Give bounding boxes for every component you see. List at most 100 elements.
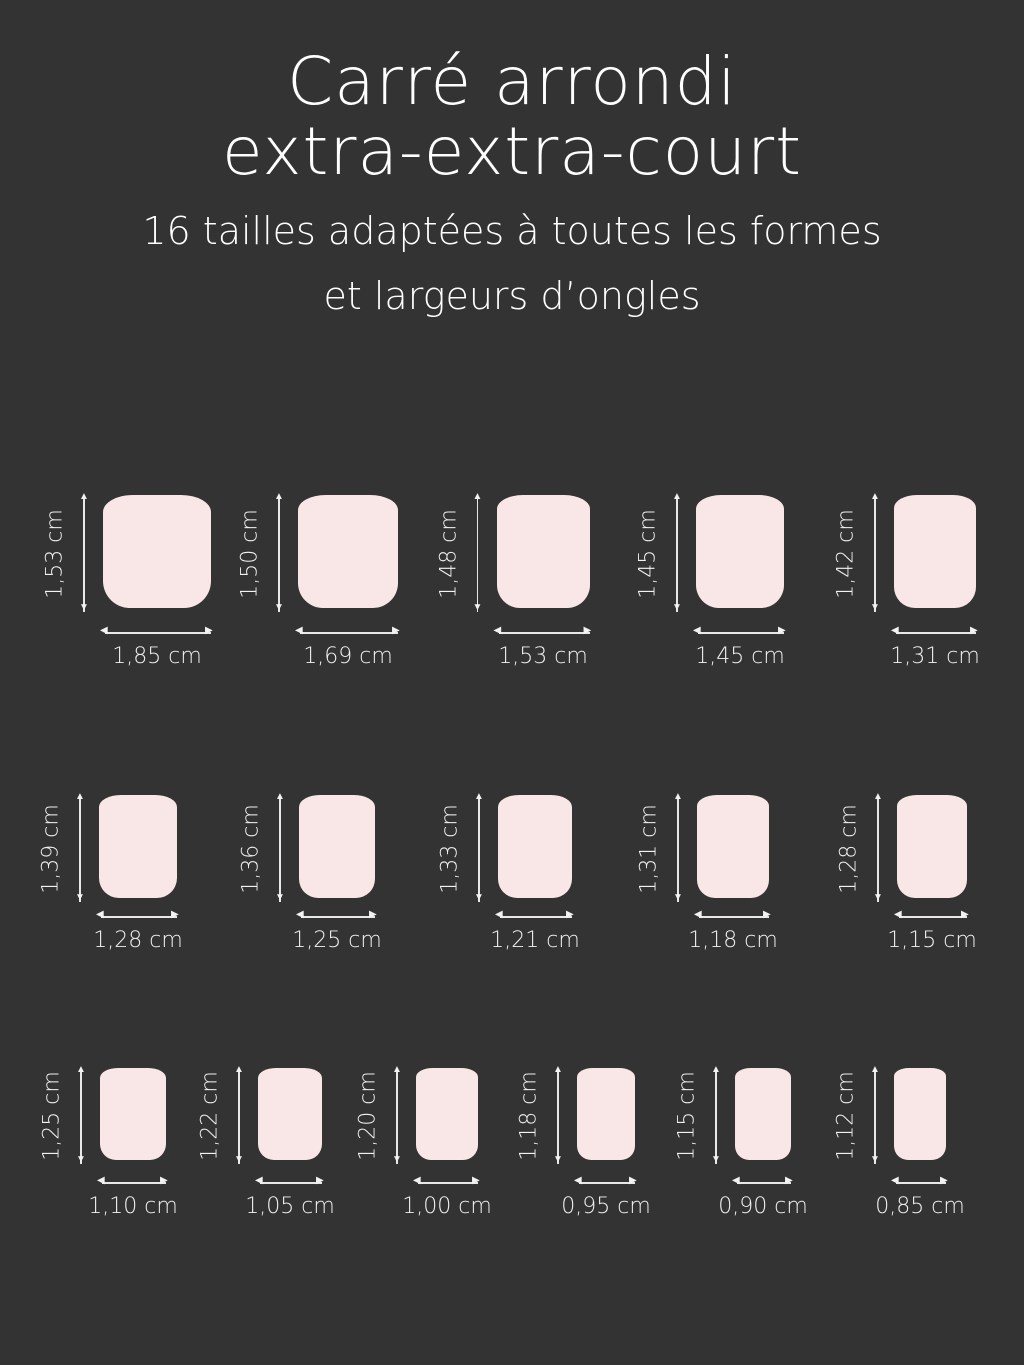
height-arrow: [676, 499, 678, 612]
height-arrow: [478, 799, 480, 902]
height-arrow: [278, 499, 280, 612]
height-arrow: [874, 499, 876, 612]
height-arrow: [80, 1072, 82, 1164]
arrow-head-icon: ▶: [160, 1175, 168, 1186]
nail-shape: [894, 495, 976, 608]
arrow-head-icon: ◀: [296, 909, 304, 920]
arrow-head-icon: ▲: [711, 1064, 721, 1075]
width-label: 0,90 cm: [718, 1194, 808, 1219]
arrow-head-icon: ▲: [870, 491, 880, 502]
title-line-1: Carré arrondi: [287, 43, 737, 120]
arrow-head-icon: ▼: [274, 602, 284, 613]
height-label: 1,31 cm: [636, 803, 662, 894]
width-arrow: [698, 632, 784, 634]
height-label: 1,48 cm: [436, 508, 461, 599]
nail-shape: [577, 1068, 635, 1160]
nail-shape: [416, 1068, 478, 1160]
arrow-head-icon: ▶: [583, 625, 592, 636]
arrow-head-icon: ▼: [870, 602, 880, 613]
width-label: 1,15 cm: [887, 928, 977, 953]
width-arrow: [896, 1182, 946, 1184]
arrow-head-icon: ▼: [472, 602, 483, 613]
arrow-head-icon: ▲: [275, 791, 285, 802]
width-arrow: [102, 1182, 166, 1184]
width-label: 1,85 cm: [112, 644, 202, 669]
width-label: 1,31 cm: [890, 644, 980, 669]
arrow-head-icon: ▲: [474, 791, 484, 802]
nail-shape: [735, 1068, 791, 1160]
arrow-head-icon: ▶: [961, 909, 969, 920]
width-label: 1,21 cm: [490, 928, 580, 953]
arrow-head-icon: ▼: [673, 892, 683, 903]
nail-shape: [103, 495, 211, 608]
arrow-head-icon: ▶: [205, 625, 213, 636]
nail-shape: [496, 495, 590, 608]
arrow-head-icon: ◀: [97, 1175, 105, 1186]
arrow-head-icon: ▼: [870, 1154, 880, 1165]
arrow-head-icon: ▲: [472, 491, 483, 502]
arrow-head-icon: ▶: [778, 625, 786, 636]
arrow-head-icon: ▲: [75, 791, 85, 802]
height-arrow: [557, 1072, 559, 1164]
arrow-head-icon: ▼: [553, 1154, 563, 1165]
width-arrow: [301, 916, 375, 918]
arrow-head-icon: ▼: [76, 1154, 86, 1165]
arrow-head-icon: ▲: [873, 791, 883, 802]
arrow-head-icon: ◀: [894, 909, 902, 920]
arrow-head-icon: ▼: [392, 1154, 402, 1165]
arrow-head-icon: ▼: [672, 602, 682, 613]
height-label: 1,39 cm: [38, 803, 64, 894]
title-line-2: extra-extra-court: [221, 113, 803, 190]
subtitle-line-1: 16 tailles adaptées à toutes les formes: [142, 209, 882, 253]
height-label: 1,45 cm: [635, 508, 661, 599]
arrow-head-icon: ▲: [673, 791, 683, 802]
height-arrow: [79, 799, 81, 902]
height-label: 1,50 cm: [237, 508, 263, 599]
arrow-head-icon: ◀: [295, 625, 303, 636]
width-label: 1,53 cm: [498, 644, 588, 669]
height-label: 1,28 cm: [836, 803, 862, 894]
arrow-head-icon: ▼: [711, 1154, 721, 1165]
arrow-head-icon: ▲: [234, 1064, 244, 1075]
height-label: 1,53 cm: [42, 508, 68, 599]
arrow-head-icon: ▼: [79, 602, 89, 613]
width-arrow: [260, 1182, 322, 1184]
width-arrow: [418, 1182, 478, 1184]
arrow-head-icon: ▶: [785, 1175, 793, 1186]
arrow-head-icon: ▲: [79, 491, 89, 502]
width-label: 1,25 cm: [292, 928, 382, 953]
arrow-head-icon: ▲: [672, 491, 682, 502]
arrow-head-icon: ▶: [763, 909, 771, 920]
width-arrow: [899, 916, 967, 918]
width-arrow: [498, 632, 590, 634]
arrow-head-icon: ◀: [693, 625, 701, 636]
width-label: 0,95 cm: [561, 1194, 651, 1219]
height-label: 1,18 cm: [516, 1071, 542, 1161]
arrow-head-icon: ▲: [76, 1064, 86, 1075]
height-arrow: [238, 1072, 240, 1164]
width-label: 1,00 cm: [402, 1194, 492, 1219]
arrow-head-icon: ◀: [891, 625, 899, 636]
width-label: 1,05 cm: [245, 1194, 335, 1219]
arrow-head-icon: ◀: [891, 1175, 899, 1186]
width-label: 0,85 cm: [875, 1194, 965, 1219]
height-arrow: [476, 499, 478, 612]
arrow-head-icon: ◀: [694, 909, 702, 920]
nail-shape: [894, 1068, 946, 1160]
arrow-head-icon: ◀: [413, 1175, 421, 1186]
nail-shape: [897, 795, 967, 898]
arrow-head-icon: ◀: [493, 625, 502, 636]
arrow-head-icon: ▼: [75, 892, 85, 903]
arrow-head-icon: ▶: [566, 909, 574, 920]
height-label: 1,25 cm: [39, 1071, 65, 1161]
arrow-head-icon: ▼: [234, 1154, 244, 1165]
arrow-head-icon: ▲: [274, 491, 284, 502]
width-label: 1,10 cm: [88, 1194, 178, 1219]
arrow-head-icon: ▶: [392, 625, 400, 636]
height-arrow: [677, 799, 679, 902]
arrow-head-icon: ◀: [96, 909, 104, 920]
arrow-head-icon: ◀: [100, 625, 108, 636]
arrow-head-icon: ▶: [369, 909, 377, 920]
arrow-head-icon: ◀: [732, 1175, 740, 1186]
arrow-head-icon: ▶: [629, 1175, 637, 1186]
